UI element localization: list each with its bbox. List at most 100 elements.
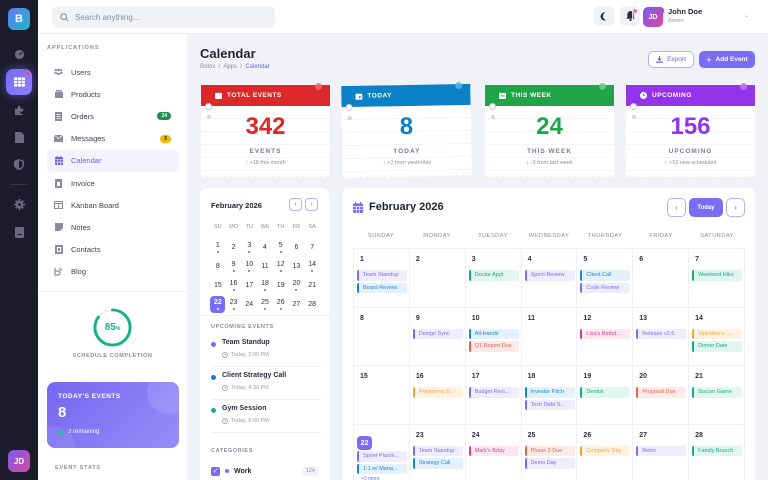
mini-day-12[interactable]: 12 <box>273 258 289 274</box>
upcoming-event-item[interactable]: Team Standup Today, 2:00 PM <box>211 335 321 367</box>
category-checkbox[interactable]: ✓ <box>211 466 220 476</box>
mini-day-7[interactable]: 7 <box>304 239 320 255</box>
stat-card-total-events[interactable]: TOTAL EVENTS 342 EVENTS ↑ +18 this month <box>201 83 330 178</box>
mini-day-11[interactable]: 11 <box>257 258 273 274</box>
plugins-rail-button[interactable] <box>0 97 38 123</box>
settings-rail-button[interactable] <box>0 191 38 217</box>
todays-events-card[interactable]: TODAY'S EVENTS 8 3 remaining <box>47 382 179 448</box>
theme-toggle-button[interactable] <box>594 6 614 26</box>
mini-day-19[interactable]: 19 <box>273 277 289 293</box>
calendar-event[interactable]: Valentine's ... <box>692 328 743 339</box>
calendar-event[interactable]: Weekend Hike <box>692 270 743 281</box>
day-cell-11[interactable]: 11 <box>521 307 578 366</box>
user-avatar[interactable]: JD <box>643 7 663 27</box>
day-cell-5[interactable]: 5 Client Call Code Review <box>577 249 634 308</box>
calendar-event[interactable]: Sprint Planni... <box>357 451 407 462</box>
export-button[interactable]: Export <box>648 51 694 68</box>
mini-next-month-button[interactable]: › <box>305 198 318 211</box>
chevron-down-icon[interactable]: ⌄ <box>744 13 750 19</box>
mini-day-28[interactable]: 28 <box>304 296 320 312</box>
calendar-event[interactable]: Design Sync <box>412 328 463 339</box>
upcoming-event-item[interactable]: Client Strategy Call Today, 4:30 PM <box>211 368 321 400</box>
sidebar-item-users[interactable]: Users <box>47 61 179 83</box>
day-cell-8[interactable]: 8 <box>354 307 410 366</box>
calendar-event[interactable]: Retro <box>636 445 687 456</box>
calendar-event[interactable]: Company Day <box>580 445 631 456</box>
upcoming-event-item[interactable]: Gym Session Today, 6:00 PM <box>211 401 321 433</box>
calendar-event[interactable]: Team Standup <box>412 445 463 456</box>
documents-rail-button[interactable] <box>0 124 38 150</box>
calendar-event[interactable]: Phase 2 Due <box>524 445 575 456</box>
calendar-event[interactable]: Q1 Report Due <box>468 341 519 352</box>
calendar-event[interactable]: Board Review <box>357 282 407 293</box>
next-month-button[interactable]: › <box>726 198 745 217</box>
calendar-event[interactable]: Code Review <box>580 282 631 293</box>
calendar-event[interactable]: Tech Debt S... <box>524 399 575 410</box>
calendar-event[interactable]: Proposal Due <box>636 387 687 398</box>
day-cell-15[interactable]: 15 <box>354 366 410 425</box>
day-cell-28[interactable]: 28 Family Brunch <box>689 424 745 480</box>
more-events-link[interactable]: +3 more <box>361 476 380 480</box>
day-cell-7[interactable]: 7 Weekend Hike <box>689 249 745 308</box>
mini-day-26[interactable]: 26 <box>273 296 289 312</box>
day-cell-1[interactable]: 1 Team Standup Board Review <box>354 249 410 308</box>
calendar-event[interactable]: Client Call <box>580 270 631 281</box>
stat-card-this-week[interactable]: THIS WEEK 24 THIS WEEK ↓ -3 from last we… <box>485 83 614 178</box>
prev-month-button[interactable]: ‹ <box>667 198 686 217</box>
mini-day-14[interactable]: 14 <box>304 258 320 274</box>
sidebar-item-products[interactable]: Products <box>47 83 179 105</box>
search-input[interactable] <box>75 12 255 22</box>
rail-user-avatar[interactable]: JD <box>8 450 30 472</box>
stat-card-today[interactable]: TODAY 8 TODAY ↑ +2 from yesterday <box>341 82 472 180</box>
calendar-event[interactable]: Doctor Appt <box>468 270 519 281</box>
day-cell-18[interactable]: 18 Investor Pitch Tech Debt S... <box>521 366 578 425</box>
mini-day-9[interactable]: 9 <box>226 258 242 274</box>
sidebar-item-calendar[interactable]: Calendar <box>47 149 179 172</box>
mini-day-23[interactable]: 23 <box>226 296 242 312</box>
today-button[interactable]: Today <box>689 198 723 217</box>
day-cell-21[interactable]: 21 Soccer Game <box>689 366 745 425</box>
security-rail-button[interactable] <box>0 151 38 177</box>
calendar-event[interactable]: Budget Revi... <box>468 387 519 398</box>
day-cell-24[interactable]: 24 Mark's Bday <box>466 424 522 480</box>
mini-day-1[interactable]: 1 <box>210 239 226 255</box>
day-cell-27[interactable]: 27 Retro <box>633 424 690 480</box>
mini-day-3[interactable]: 3 <box>241 239 257 255</box>
calendar-rail-button[interactable] <box>6 69 32 95</box>
sidebar-item-orders[interactable]: Orders 24 <box>47 105 179 127</box>
day-cell-20[interactable]: 20 Proposal Due <box>633 366 690 425</box>
mini-day-24[interactable]: 24 <box>241 296 257 312</box>
user-name[interactable]: John Doe <box>668 7 703 16</box>
calendar-event[interactable]: Release v2.5 <box>636 328 687 339</box>
mini-day-17[interactable]: 17 <box>241 277 257 293</box>
calendar-event[interactable]: Investor Pitch <box>524 387 575 398</box>
sidebar-item-notes[interactable]: Notes <box>47 216 179 238</box>
mini-day-5[interactable]: 5 <box>273 239 289 255</box>
sidebar-item-contacts[interactable]: Contacts <box>47 239 179 261</box>
calendar-event[interactable]: Demo Day <box>524 458 575 469</box>
day-cell-22[interactable]: 22 Sprint Planni... 1:1 w/ Mana... +3 more <box>354 424 410 480</box>
mini-day-20[interactable]: 20 <box>289 277 305 293</box>
mini-day-6[interactable]: 6 <box>289 239 305 255</box>
notifications-button[interactable] <box>620 6 640 26</box>
mini-day-8[interactable]: 8 <box>210 258 226 274</box>
day-cell-26[interactable]: 26 Company Day <box>577 424 634 480</box>
day-cell-2[interactable]: 2 <box>409 249 466 308</box>
stat-card-upcoming[interactable]: UPCOMING 156 UPCOMING ↑ +12 new schedule… <box>626 83 755 178</box>
book-rail-button[interactable] <box>0 219 38 245</box>
day-cell-9[interactable]: 9 Design Sync <box>409 307 466 366</box>
day-cell-13[interactable]: 13 Release v2.5 <box>633 307 690 366</box>
mini-day-4[interactable]: 4 <box>257 239 273 255</box>
mini-day-27[interactable]: 27 <box>289 296 305 312</box>
category-row-work[interactable]: ✓ Work 124 <box>211 465 319 477</box>
add-event-button[interactable]: + Add Event <box>699 51 755 68</box>
calendar-event[interactable]: Team Standup <box>357 270 407 281</box>
day-cell-4[interactable]: 4 Sprint Review <box>521 249 578 308</box>
calendar-event[interactable]: 1:1 w/ Mana... <box>357 463 407 474</box>
day-cell-3[interactable]: 3 Doctor Appt <box>465 249 522 308</box>
day-cell-19[interactable]: 19 Dentist <box>577 366 634 425</box>
calendar-event[interactable]: Family Brunch <box>692 445 743 456</box>
mini-day-10[interactable]: 10 <box>241 258 257 274</box>
calendar-event[interactable]: Dinner Date <box>692 341 743 352</box>
sidebar-item-invoice[interactable]: Invoice <box>47 172 179 194</box>
